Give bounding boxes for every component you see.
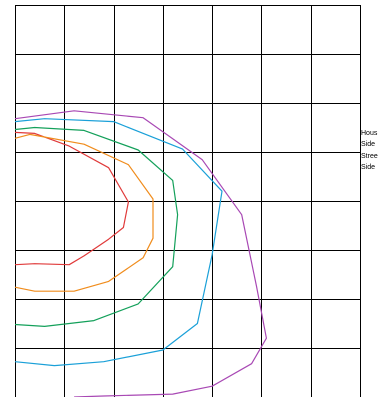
legend: Hous Side Stree Side <box>361 130 378 171</box>
legend-entry: Side <box>361 141 375 148</box>
contour-line-3 <box>14 126 179 327</box>
contour-line-2 <box>14 133 154 292</box>
legend-entry: Side <box>361 164 375 171</box>
contour-line-4 <box>14 118 223 367</box>
contour-line-5 <box>14 110 267 397</box>
contour-series <box>14 110 267 397</box>
plot-grid <box>15 5 361 397</box>
contour-line-1 <box>14 131 129 266</box>
legend-entry: Stree <box>361 153 378 160</box>
legend-entry: Hous <box>361 130 378 137</box>
